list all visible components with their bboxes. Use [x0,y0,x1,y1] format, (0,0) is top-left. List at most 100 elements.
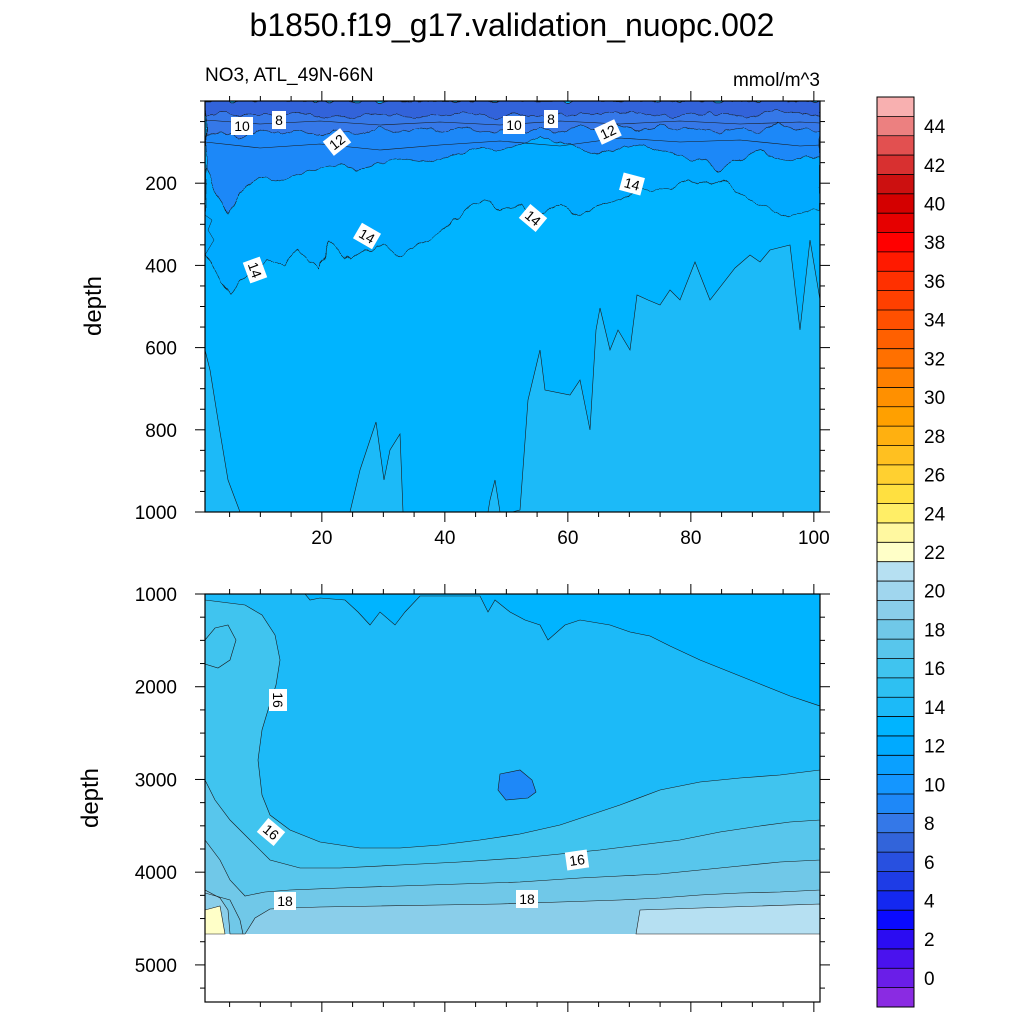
colorbar-tick-label: 36 [924,272,945,293]
colorbar-tick-label: 28 [924,427,945,448]
upper-contour-labels: 10 8 12 10 8 12 14 14 14 14 [231,110,645,284]
colorbar-tick-label: 30 [924,388,945,409]
upper-contour-line [205,119,820,126]
colorbar-swatch [877,174,914,195]
contour-label: 8 [547,111,555,127]
colorbar-tick-label: 44 [924,117,946,138]
colorbar-swatch [877,309,914,330]
colorbar-swatch [877,813,914,834]
contour-label: 10 [234,118,250,134]
x-tick-label: 60 [557,528,578,549]
colorbar-swatch [877,658,914,679]
colorbar-swatch [877,387,914,408]
y-tick-label: 1000 [135,585,177,606]
contour-label: 14 [356,225,378,247]
colorbar-tick-label: 26 [924,466,945,487]
x-tick-label: 20 [311,528,332,549]
colorbar-frame [876,96,915,1008]
colorbar-tick-label: 14 [924,698,946,719]
colorbar-swatch [877,193,914,214]
colorbar-swatch [877,929,914,950]
colorbar-swatch [877,619,914,640]
upper-contour-line [205,137,820,151]
contour-label: 14 [622,174,641,194]
colorbar-swatch [877,677,914,698]
lower-axes: 1000 2000 3000 4000 5000 [135,584,830,1012]
colorbar-swatch [877,213,914,233]
lower-field-min-blob [497,769,537,801]
colorbar-swatch [877,697,914,717]
colorbar-swatch [877,755,914,776]
colorbar-swatch [877,581,914,601]
upper-contour-line [205,214,215,256]
colorbar-swatch [877,948,914,969]
lower-y-axis-label: depth [77,768,104,828]
subtitle-left: NO3, ATL_49N-66N [205,65,374,86]
colorbar-tick-label: 40 [924,194,945,215]
colorbar-swatch [877,542,914,563]
lower-field-bottom-right [635,903,820,935]
contour-label: 16 [270,692,286,708]
lower-contour-line [205,892,244,935]
colorbar-tick-label: 6 [924,853,935,874]
colorbar-swatch [877,794,914,814]
colorbar-swatch [877,464,914,485]
contour-label: 10 [506,117,522,133]
colorbar-swatch [877,368,914,388]
x-tick-label: 80 [680,528,701,549]
colorbar-tick-label: 0 [924,969,935,990]
colorbar-tick-label: 38 [924,233,945,254]
lower-plot-frame [204,593,821,1003]
y-tick-label: 800 [145,421,177,442]
colorbar-swatch [877,503,914,524]
colorbar-swatch [877,987,914,1008]
y-tick-label: 2000 [135,678,177,699]
colorbar-swatch [877,290,914,311]
colorbar-tick-label: 8 [924,814,935,835]
lower-contour-labels: 16 16 16 18 18 [256,689,590,910]
colorbar-swatch [877,639,914,659]
colorbar-swatch [877,251,914,272]
colorbar-tick-label: 32 [924,349,945,370]
colorbar-swatch [877,871,914,892]
colorbar-swatch [877,832,914,853]
colorbar-swatch [877,716,914,737]
colorbar-tick-label: 34 [924,311,946,332]
colorbar-tick-label: 12 [924,737,945,758]
colorbar-swatch [877,445,914,466]
chart-title: b1850.f19_g17.validation_nuopc.002 [250,7,775,43]
colorbar-tick-label: 18 [924,620,945,641]
colorbar-tick-label: 10 [924,775,945,796]
colorbar-swatch [877,271,914,292]
lower-field-interior [304,594,820,707]
upper-axes: 20 40 60 80 100 200 400 600 800 1000 [135,91,830,549]
colorbar-swatch [877,522,914,543]
colorbar-swatch [877,155,914,175]
contour-label: 16 [568,851,586,869]
colorbar-swatch [877,406,914,427]
colorbar-tick-label: 22 [924,543,945,564]
contour-label: 12 [598,121,619,142]
colorbar: 0246810121416182022242628303234363840424… [876,96,946,1008]
colorbar-tick-label: 24 [924,504,946,525]
colorbar-swatch [877,484,914,504]
y-tick-label: 4000 [135,863,177,884]
lower-contour-line [205,624,237,669]
colorbar-swatch [877,852,914,872]
lower-field-max-corner [205,905,226,935]
y-tick-label: 5000 [135,956,177,977]
lower-panel: 16 16 16 18 18 depth 1000 2000 3000 4000 500… [77,584,830,1012]
colorbar-swatch [877,97,914,117]
colorbar-swatch [877,426,914,446]
y-tick-label: 200 [145,174,177,195]
colorbar-tick-label: 16 [924,659,945,680]
colorbar-tick-label: 20 [924,582,945,603]
colorbar-swatch [877,561,914,582]
contour-label: 18 [277,893,293,909]
x-tick-label: 100 [798,528,830,549]
colorbar-swatch [877,910,914,930]
y-tick-label: 3000 [135,770,177,791]
colorbar-swatch [877,135,914,156]
y-tick-label: 600 [145,339,177,360]
